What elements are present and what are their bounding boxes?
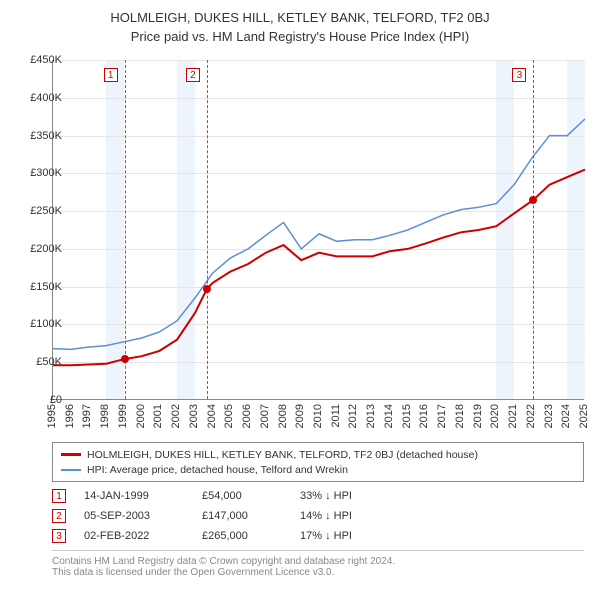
event-delta: 14% ↓ HPI	[300, 510, 410, 522]
y-axis-label: £50K	[18, 356, 62, 368]
legend-swatch	[61, 469, 81, 471]
event-dot	[121, 355, 129, 363]
chart-svg	[53, 60, 584, 399]
event-row: 2 05-SEP-2003 £147,000 14% ↓ HPI	[52, 506, 584, 526]
x-axis-label: 2005	[223, 404, 235, 428]
y-axis-label: £350K	[18, 130, 62, 142]
legend-item: HPI: Average price, detached house, Telf…	[61, 462, 575, 477]
event-marker-line	[207, 60, 208, 399]
x-axis-label: 2014	[383, 404, 395, 428]
event-number-box: 1	[52, 489, 66, 503]
y-axis-label: £400K	[18, 92, 62, 104]
x-axis-label: 2006	[241, 404, 253, 428]
event-delta: 33% ↓ HPI	[300, 490, 410, 502]
event-number-box: 3	[52, 529, 66, 543]
x-axis-label: 1999	[117, 404, 129, 428]
legend-label: HPI: Average price, detached house, Telf…	[87, 464, 348, 476]
x-axis-label: 2003	[188, 404, 200, 428]
x-axis-label: 2021	[507, 404, 519, 428]
x-axis-label: 2023	[543, 404, 555, 428]
legend: HOLMLEIGH, DUKES HILL, KETLEY BANK, TELF…	[52, 442, 584, 482]
event-row: 1 14-JAN-1999 £54,000 33% ↓ HPI	[52, 486, 584, 506]
y-axis-label: £250K	[18, 205, 62, 217]
y-axis-label: £450K	[18, 54, 62, 66]
event-marker-line	[125, 60, 126, 399]
x-axis-label: 1996	[64, 404, 76, 428]
series-line-property	[53, 170, 585, 366]
x-axis-label: 2011	[330, 404, 342, 428]
events-table: 1 14-JAN-1999 £54,000 33% ↓ HPI 2 05-SEP-2003…	[52, 486, 584, 546]
x-axis-label: 1995	[46, 404, 58, 428]
event-marker-line	[533, 60, 534, 399]
x-axis-label: 2022	[525, 404, 537, 428]
title-block: HOLMLEIGH, DUKES HILL, KETLEY BANK, TELF…	[0, 0, 600, 44]
x-axis-label: 1997	[81, 404, 93, 428]
x-axis-label: 1998	[99, 404, 111, 428]
chart-container: HOLMLEIGH, DUKES HILL, KETLEY BANK, TELF…	[0, 0, 600, 590]
y-axis-label: £300K	[18, 167, 62, 179]
event-delta: 17% ↓ HPI	[300, 530, 410, 542]
x-axis-label: 2018	[454, 404, 466, 428]
x-axis-label: 2025	[578, 404, 590, 428]
event-price: £54,000	[202, 490, 282, 502]
x-axis-label: 2007	[259, 404, 271, 428]
y-axis-label: £200K	[18, 243, 62, 255]
x-axis-label: 2010	[312, 404, 324, 428]
x-axis-label: 2002	[170, 404, 182, 428]
footnote: Contains HM Land Registry data © Crown c…	[52, 552, 584, 578]
y-axis-label: £100K	[18, 318, 62, 330]
x-axis-label: 2016	[418, 404, 430, 428]
x-axis-label: 2019	[472, 404, 484, 428]
y-axis-label: £150K	[18, 281, 62, 293]
x-axis-label: 2024	[560, 404, 572, 428]
footnote-separator	[52, 550, 584, 551]
chart-title: HOLMLEIGH, DUKES HILL, KETLEY BANK, TELF…	[0, 10, 600, 25]
event-number-box: 2	[52, 509, 66, 523]
x-axis-label: 2008	[277, 404, 289, 428]
legend-item: HOLMLEIGH, DUKES HILL, KETLEY BANK, TELF…	[61, 447, 575, 462]
footnote-line-2: This data is licensed under the Open Gov…	[52, 567, 584, 578]
event-price: £265,000	[202, 530, 282, 542]
x-axis-label: 2000	[135, 404, 147, 428]
x-axis-label: 2013	[365, 404, 377, 428]
event-dot	[203, 285, 211, 293]
event-marker-box: 1	[104, 68, 118, 82]
event-dot	[529, 196, 537, 204]
x-axis-label: 2009	[294, 404, 306, 428]
footnote-line-1: Contains HM Land Registry data © Crown c…	[52, 556, 584, 567]
series-line-hpi	[53, 119, 585, 350]
x-axis-label: 2001	[152, 404, 164, 428]
plot-area	[52, 60, 584, 400]
event-date: 05-SEP-2003	[84, 510, 184, 522]
chart-subtitle: Price paid vs. HM Land Registry's House …	[0, 29, 600, 44]
event-marker-box: 2	[186, 68, 200, 82]
x-axis-label: 2017	[436, 404, 448, 428]
legend-label: HOLMLEIGH, DUKES HILL, KETLEY BANK, TELF…	[87, 449, 478, 461]
legend-swatch	[61, 453, 81, 456]
x-axis-label: 2012	[347, 404, 359, 428]
event-row: 3 02-FEB-2022 £265,000 17% ↓ HPI	[52, 526, 584, 546]
event-date: 14-JAN-1999	[84, 490, 184, 502]
x-axis-label: 2004	[206, 404, 218, 428]
x-axis-label: 2015	[401, 404, 413, 428]
event-marker-box: 3	[512, 68, 526, 82]
event-date: 02-FEB-2022	[84, 530, 184, 542]
x-axis-label: 2020	[489, 404, 501, 428]
event-price: £147,000	[202, 510, 282, 522]
